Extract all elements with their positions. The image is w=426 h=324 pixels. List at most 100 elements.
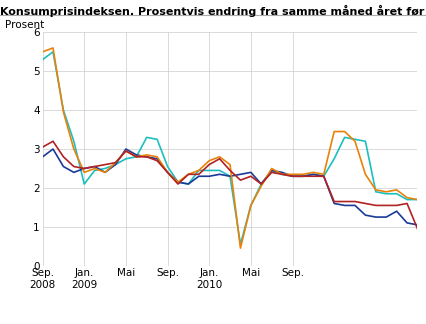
KPI-JAE <box>384 203 389 207</box>
KPI-JA <box>207 159 212 163</box>
KPI <box>321 174 326 178</box>
KPI-JAE <box>269 170 274 174</box>
KPI <box>207 168 212 172</box>
KPI-JE <box>165 170 170 174</box>
KPI-JAE <box>165 170 170 174</box>
KPI-JE <box>405 221 410 225</box>
Line: KPI: KPI <box>43 52 417 244</box>
Line: KPI-JE: KPI-JE <box>43 149 417 225</box>
KPI <box>248 203 253 207</box>
KPI-JE <box>71 170 76 174</box>
KPI <box>144 135 149 139</box>
KPI-JAE <box>300 174 305 178</box>
KPI <box>134 155 139 159</box>
KPI-JAE <box>155 159 160 163</box>
KPI-JE <box>342 203 347 207</box>
KPI-JA <box>352 139 357 143</box>
KPI-JE <box>103 170 108 174</box>
KPI-JAE <box>321 174 326 178</box>
KPI-JE <box>300 174 305 178</box>
KPI <box>103 167 108 170</box>
KPI-JA <box>279 172 285 176</box>
KPI-JAE <box>61 155 66 159</box>
KPI-JE <box>384 215 389 219</box>
KPI-JA <box>113 161 118 165</box>
KPI-JA <box>405 196 410 200</box>
KPI <box>279 172 285 176</box>
KPI-JAE <box>373 203 378 207</box>
KPI-JA <box>155 155 160 159</box>
KPI-JAE <box>71 165 76 168</box>
KPI-JA <box>144 153 149 157</box>
KPI-JA <box>373 188 378 192</box>
KPI-JA <box>290 172 295 176</box>
KPI-JA <box>259 184 264 188</box>
KPI-JA <box>40 50 45 54</box>
KPI-JE <box>373 215 378 219</box>
KPI-JAE <box>405 202 410 205</box>
KPI <box>300 174 305 178</box>
KPI-JA <box>321 172 326 176</box>
KPI <box>269 168 274 172</box>
KPI-JA <box>238 246 243 250</box>
KPI-JAE <box>144 155 149 159</box>
KPI <box>352 137 357 141</box>
KPI <box>311 172 316 176</box>
KPI-JE <box>363 213 368 217</box>
KPI-JAE <box>82 167 87 170</box>
KPI-JAE <box>394 203 399 207</box>
KPI-JA <box>186 172 191 176</box>
KPI-JAE <box>415 227 420 231</box>
KPI-JAE <box>103 163 108 167</box>
KPI-JE <box>217 172 222 176</box>
KPI-JA <box>61 110 66 114</box>
KPI-JE <box>290 174 295 178</box>
KPI <box>196 168 201 172</box>
KPI-JAE <box>207 163 212 167</box>
KPI-JAE <box>331 200 337 203</box>
KPI-JA <box>311 170 316 174</box>
KPI-JA <box>217 155 222 159</box>
KPI-JE <box>61 165 66 168</box>
KPI-JAE <box>134 155 139 159</box>
KPI-JA <box>363 172 368 176</box>
Text: Prosent: Prosent <box>5 20 44 30</box>
KPI-JA <box>50 46 55 50</box>
KPI-JE <box>331 202 337 205</box>
KPI <box>50 50 55 54</box>
KPI-JAE <box>186 172 191 176</box>
KPI-JAE <box>279 172 285 176</box>
KPI-JA <box>165 170 170 174</box>
KPI-JAE <box>248 174 253 178</box>
KPI-JAE <box>124 149 129 153</box>
KPI-JA <box>124 149 129 153</box>
KPI <box>331 157 337 161</box>
KPI-JA <box>134 155 139 159</box>
KPI <box>405 198 410 202</box>
KPI <box>82 182 87 186</box>
KPI-JE <box>113 163 118 167</box>
KPI-JAE <box>259 182 264 186</box>
KPI-JE <box>394 209 399 213</box>
KPI-JA <box>103 170 108 174</box>
KPI <box>113 163 118 167</box>
KPI <box>40 58 45 62</box>
KPI-JAE <box>217 157 222 161</box>
KPI <box>124 157 129 161</box>
KPI-JAE <box>238 178 243 182</box>
KPI-JA <box>331 130 337 133</box>
KPI-JE <box>248 170 253 174</box>
KPI <box>186 182 191 186</box>
KPI-JE <box>155 157 160 161</box>
KPI-JA <box>415 198 420 202</box>
KPI-JA <box>196 168 201 172</box>
KPI-JE <box>92 165 97 168</box>
KPI-JAE <box>227 168 233 172</box>
KPI <box>165 165 170 168</box>
KPI-JE <box>50 147 55 151</box>
KPI-JE <box>144 155 149 159</box>
KPI <box>217 168 222 172</box>
KPI <box>71 139 76 143</box>
KPI <box>238 242 243 246</box>
KPI-JAE <box>352 200 357 203</box>
